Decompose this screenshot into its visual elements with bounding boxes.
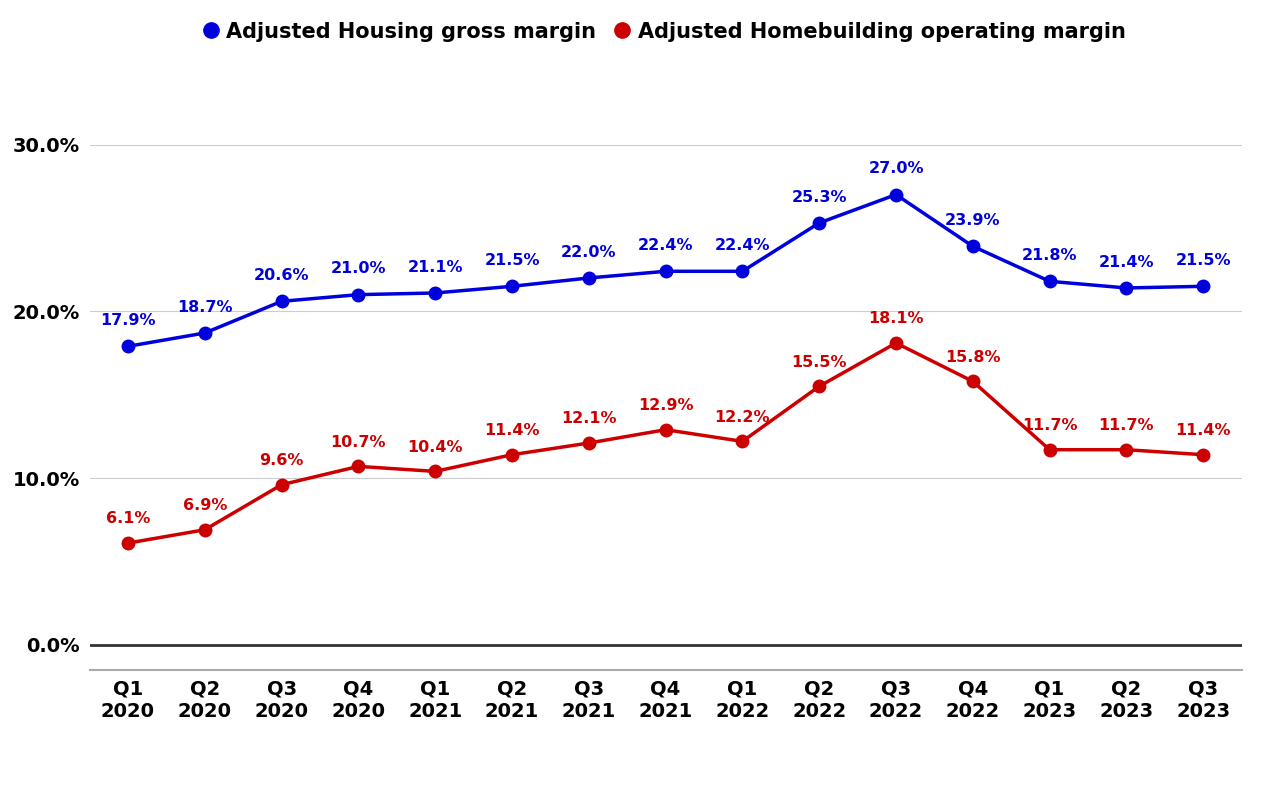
Adjusted Housing gross margin: [504, 281, 520, 291]
Adjusted Housing gross margin: [888, 190, 904, 199]
Adjusted Housing gross margin: [812, 218, 827, 228]
Adjusted Homebuilding operating margin: [428, 466, 443, 476]
Adjusted Housing gross margin: [735, 266, 750, 276]
Text: 18.7%: 18.7%: [177, 299, 233, 314]
Text: 23.9%: 23.9%: [945, 213, 1001, 228]
Adjusted Homebuilding operating margin: [197, 525, 212, 534]
Adjusted Homebuilding operating margin: [504, 450, 520, 459]
Adjusted Homebuilding operating margin: [351, 462, 366, 471]
Adjusted Homebuilding operating margin: [274, 480, 289, 489]
Adjusted Homebuilding operating margin: [1042, 445, 1057, 455]
Text: 10.4%: 10.4%: [407, 440, 463, 455]
Text: 25.3%: 25.3%: [791, 190, 847, 205]
Adjusted Homebuilding operating margin: [658, 425, 673, 434]
Text: 6.9%: 6.9%: [183, 498, 227, 513]
Text: 12.2%: 12.2%: [714, 410, 771, 425]
Text: 22.4%: 22.4%: [714, 238, 771, 253]
Adjusted Homebuilding operating margin: [812, 381, 827, 391]
Text: 22.4%: 22.4%: [637, 238, 694, 253]
Text: 6.1%: 6.1%: [106, 511, 150, 526]
Text: 11.4%: 11.4%: [1175, 423, 1231, 438]
Adjusted Homebuilding operating margin: [735, 437, 750, 446]
Text: 21.0%: 21.0%: [330, 262, 387, 277]
Adjusted Homebuilding operating margin: [888, 338, 904, 348]
Text: 15.5%: 15.5%: [791, 355, 847, 370]
Text: 12.9%: 12.9%: [637, 398, 694, 413]
Text: 11.7%: 11.7%: [1021, 418, 1078, 433]
Text: 18.1%: 18.1%: [868, 311, 924, 326]
Text: 22.0%: 22.0%: [561, 244, 617, 259]
Adjusted Housing gross margin: [1196, 281, 1211, 291]
Adjusted Housing gross margin: [120, 342, 136, 351]
Adjusted Housing gross margin: [428, 288, 443, 298]
Text: 11.4%: 11.4%: [484, 423, 540, 438]
Text: 9.6%: 9.6%: [260, 453, 303, 468]
Text: 27.0%: 27.0%: [868, 162, 924, 177]
Adjusted Homebuilding operating margin: [1196, 450, 1211, 459]
Adjusted Housing gross margin: [1042, 277, 1057, 286]
Legend: Adjusted Housing gross margin, Adjusted Homebuilding operating margin: Adjusted Housing gross margin, Adjusted …: [197, 13, 1134, 50]
Adjusted Homebuilding operating margin: [120, 538, 136, 548]
Text: 12.1%: 12.1%: [561, 411, 617, 426]
Adjusted Housing gross margin: [351, 290, 366, 299]
Adjusted Housing gross margin: [197, 329, 212, 338]
Line: Adjusted Housing gross margin: Adjusted Housing gross margin: [122, 188, 1210, 352]
Text: 11.7%: 11.7%: [1098, 418, 1155, 433]
Adjusted Homebuilding operating margin: [581, 438, 596, 448]
Adjusted Homebuilding operating margin: [965, 377, 980, 386]
Text: 21.5%: 21.5%: [484, 253, 540, 268]
Text: 20.6%: 20.6%: [253, 268, 310, 283]
Adjusted Housing gross margin: [274, 296, 289, 306]
Text: 21.8%: 21.8%: [1021, 248, 1078, 263]
Text: 21.1%: 21.1%: [407, 259, 463, 275]
Adjusted Housing gross margin: [965, 242, 980, 251]
Text: 10.7%: 10.7%: [330, 435, 387, 450]
Adjusted Homebuilding operating margin: [1119, 445, 1134, 455]
Line: Adjusted Homebuilding operating margin: Adjusted Homebuilding operating margin: [122, 336, 1210, 549]
Adjusted Housing gross margin: [581, 273, 596, 283]
Adjusted Housing gross margin: [1119, 283, 1134, 292]
Text: 17.9%: 17.9%: [100, 313, 156, 328]
Adjusted Housing gross margin: [658, 266, 673, 276]
Text: 21.5%: 21.5%: [1175, 253, 1231, 268]
Text: 15.8%: 15.8%: [945, 350, 1001, 365]
Text: 21.4%: 21.4%: [1098, 255, 1155, 269]
